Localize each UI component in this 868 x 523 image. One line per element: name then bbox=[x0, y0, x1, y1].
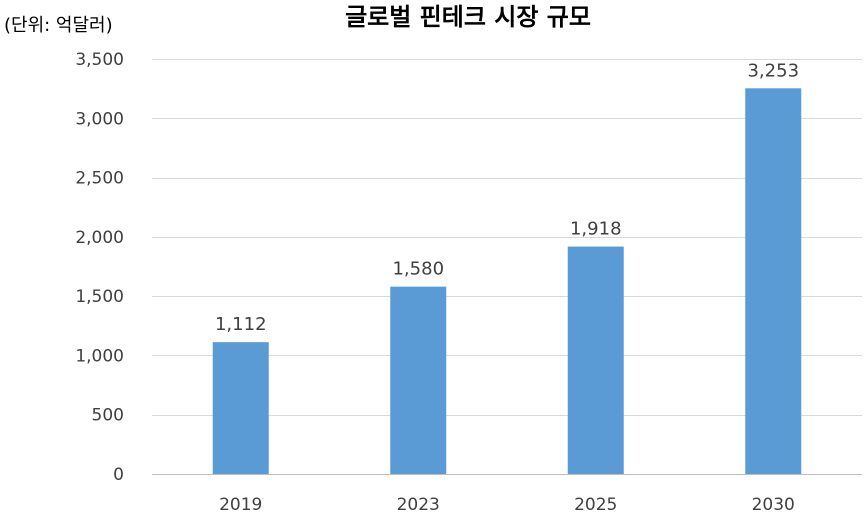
y-tick-label: 2,000 bbox=[75, 228, 124, 248]
x-tick-label: 2030 bbox=[752, 495, 795, 515]
bars bbox=[212, 88, 802, 474]
bar bbox=[745, 88, 802, 474]
bar bbox=[390, 286, 447, 474]
data-label: 3,253 bbox=[747, 60, 799, 81]
x-tick-label: 2019 bbox=[219, 495, 262, 515]
gridlines bbox=[152, 59, 862, 475]
unit-label: (단위: 억달러) bbox=[4, 15, 113, 36]
y-tick-label: 1,500 bbox=[75, 287, 124, 307]
y-tick-label: 0 bbox=[113, 465, 124, 485]
chart-title: 글로벌 핀테크 시장 규모 bbox=[345, 3, 591, 31]
y-tick-label: 3,500 bbox=[75, 50, 124, 70]
x-axis: 2019 2023 2025 2030 bbox=[219, 495, 795, 515]
x-tick-label: 2025 bbox=[574, 495, 617, 515]
y-tick-label: 3,000 bbox=[75, 109, 124, 129]
data-label: 1,112 bbox=[215, 314, 267, 335]
data-label: 1,918 bbox=[570, 219, 622, 240]
data-label: 1,580 bbox=[392, 259, 444, 280]
y-tick-label: 2,500 bbox=[75, 169, 124, 189]
y-tick-label: 1,000 bbox=[75, 346, 124, 366]
data-labels: 1,112 1,580 1,918 3,253 bbox=[215, 60, 799, 335]
x-tick-label: 2023 bbox=[397, 495, 440, 515]
y-tick-label: 500 bbox=[92, 406, 124, 426]
bar bbox=[212, 342, 269, 474]
bar bbox=[567, 246, 624, 474]
y-axis: 0 500 1,000 1,500 2,000 2,500 3,000 3,500 bbox=[75, 50, 124, 485]
